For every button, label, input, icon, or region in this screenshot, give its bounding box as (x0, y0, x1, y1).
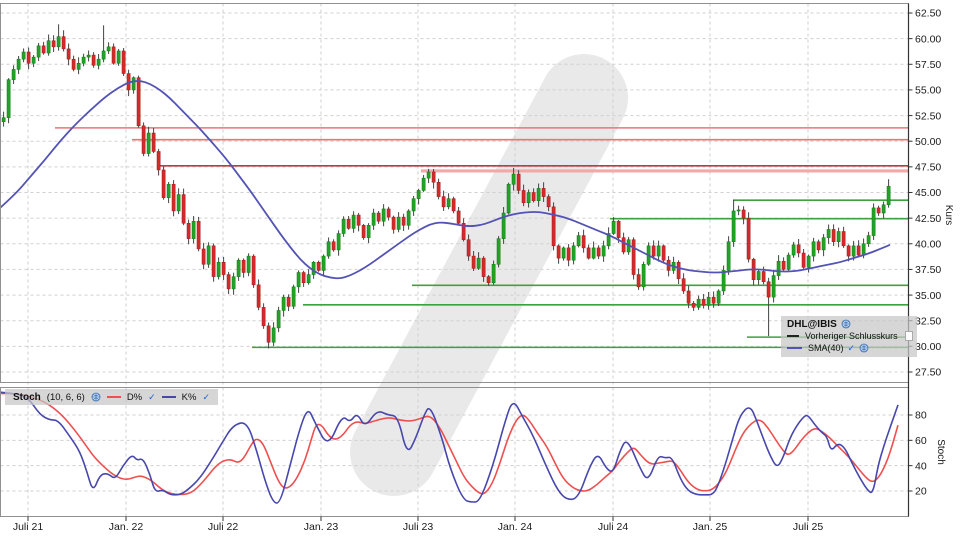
stoch-tick-label: 40 (915, 460, 927, 472)
prev-close-line-sample (787, 335, 800, 337)
globe-icon[interactable] (841, 319, 851, 329)
prev-close-row: Vorheriger Schlusskurs (787, 330, 913, 342)
prev-close-label: Vorheriger Schlusskurs (805, 331, 898, 341)
sma40-line (0, 80, 891, 280)
prev-close-checkbox[interactable] (904, 331, 913, 341)
stoch-d-line (0, 392, 899, 496)
sma-row: SMA(40) ✓ (787, 342, 913, 354)
candles-layer (1, 24, 891, 349)
sma-check-icon[interactable]: ✓ (847, 342, 856, 353)
date-tick-label: Jan. 24 (498, 521, 533, 533)
price-legend: DHL@IBIS Vorheriger Schlusskurs SMA(40) … (781, 316, 917, 357)
date-tick-label: Juli 23 (403, 521, 434, 533)
panel-frames (0, 3, 910, 517)
price-legend-symbol-row: DHL@IBIS (787, 318, 913, 330)
stoch-tick-label: 60 (915, 435, 927, 447)
gridlines (0, 3, 909, 517)
watermark-slash (350, 54, 628, 496)
stoch-tick-label: 20 (915, 486, 927, 498)
price-tick-label: 40.00 (915, 238, 941, 250)
stoch-tick-label: 80 (915, 410, 927, 422)
price-tick-label: 42.50 (915, 213, 941, 225)
d-line-sample (106, 396, 121, 398)
price-tick-label: 47.50 (915, 162, 941, 174)
price-tick-label: 57.50 (915, 59, 941, 71)
price-tick-label: 32.50 (915, 315, 941, 327)
date-tick-label: Juli 21 (13, 521, 44, 533)
stoch-indicator-label: Stoch (13, 391, 41, 403)
symbol-label: DHL@IBIS (787, 318, 837, 330)
date-tick-label: Juli 25 (793, 521, 824, 533)
globe-icon[interactable] (91, 392, 101, 402)
price-tick-label: 30.00 (915, 341, 941, 353)
globe-icon[interactable] (859, 343, 869, 353)
stoch-k-line (0, 391, 899, 504)
date-tick-label: Juli 22 (208, 521, 239, 533)
price-tick-label: 50.00 (915, 136, 941, 148)
price-tick-label: 27.50 (915, 367, 941, 379)
price-tick-label: 35.00 (915, 290, 941, 302)
k-line-sample (161, 396, 176, 398)
date-tick-label: Juli 24 (598, 521, 629, 533)
sma-line-sample (787, 347, 802, 349)
price-tick-label: 45.00 (915, 187, 941, 199)
date-tick-label: Jan. 22 (109, 521, 144, 533)
price-levels (55, 127, 909, 349)
date-tick-label: Jan. 23 (304, 521, 339, 533)
d-label: D% (126, 391, 143, 403)
sma-label: SMA(40) (808, 343, 844, 353)
price-tick-label: 62.50 (915, 8, 941, 20)
price-tick-label: 37.50 (915, 264, 941, 276)
d-check-icon[interactable]: ✓ (148, 391, 156, 402)
price-tick-label: 55.00 (915, 85, 941, 97)
price-tick-label: 52.50 (915, 110, 941, 122)
date-tick-label: Jan. 25 (693, 521, 728, 533)
k-label: K% (181, 391, 197, 403)
price-axis-title: Kurs (943, 205, 954, 226)
stoch-params-label: (10, 6, 6) (46, 391, 85, 403)
stoch-legend: Stoch (10, 6, 6) D% ✓ K% ✓ (5, 389, 219, 405)
k-check-icon[interactable]: ✓ (202, 391, 211, 402)
axis-labels: 62.50 60.00 57.50 55.00 52.50 50.00 47.50 45.00… (13, 8, 954, 533)
stoch-axis-title: Stoch (935, 439, 946, 465)
price-tick-label: 60.00 (915, 33, 941, 45)
